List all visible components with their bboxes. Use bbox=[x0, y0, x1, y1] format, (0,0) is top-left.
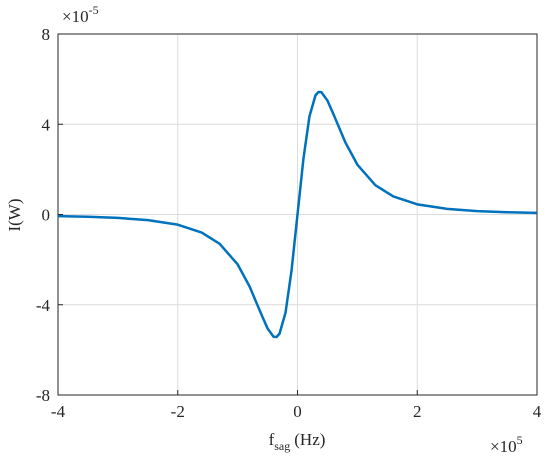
x-axis-label: fsag (Hz) bbox=[269, 430, 326, 453]
x-label-sub: sag bbox=[274, 439, 290, 453]
x-tick-label: -2 bbox=[171, 402, 185, 421]
y-exponent-power: -5 bbox=[89, 3, 99, 17]
x-exponent-power: 5 bbox=[517, 433, 523, 447]
x-tick-label: 4 bbox=[533, 402, 542, 421]
plot-frame bbox=[57, 33, 538, 396]
x-tick-label: 2 bbox=[413, 402, 422, 421]
y-tick-label: -8 bbox=[36, 386, 50, 405]
x-tick-label: 0 bbox=[293, 402, 302, 421]
x-exponent-base: ×10 bbox=[490, 437, 517, 456]
y-exponent: ×10-5 bbox=[62, 3, 99, 26]
x-label-main: f bbox=[269, 430, 275, 449]
y-tick-label: -4 bbox=[36, 296, 51, 315]
x-label-rest: (Hz) bbox=[294, 430, 325, 449]
y-tick-label: 4 bbox=[42, 115, 51, 134]
y-axis-label: I(W) bbox=[5, 198, 24, 231]
x-tick-label: -4 bbox=[51, 402, 66, 421]
y-tick-label: 0 bbox=[42, 206, 51, 225]
x-exponent: ×105 bbox=[490, 433, 523, 456]
y-tick-label: 8 bbox=[42, 25, 51, 44]
y-exponent-base: ×10 bbox=[62, 7, 89, 26]
line-series bbox=[57, 90, 538, 339]
